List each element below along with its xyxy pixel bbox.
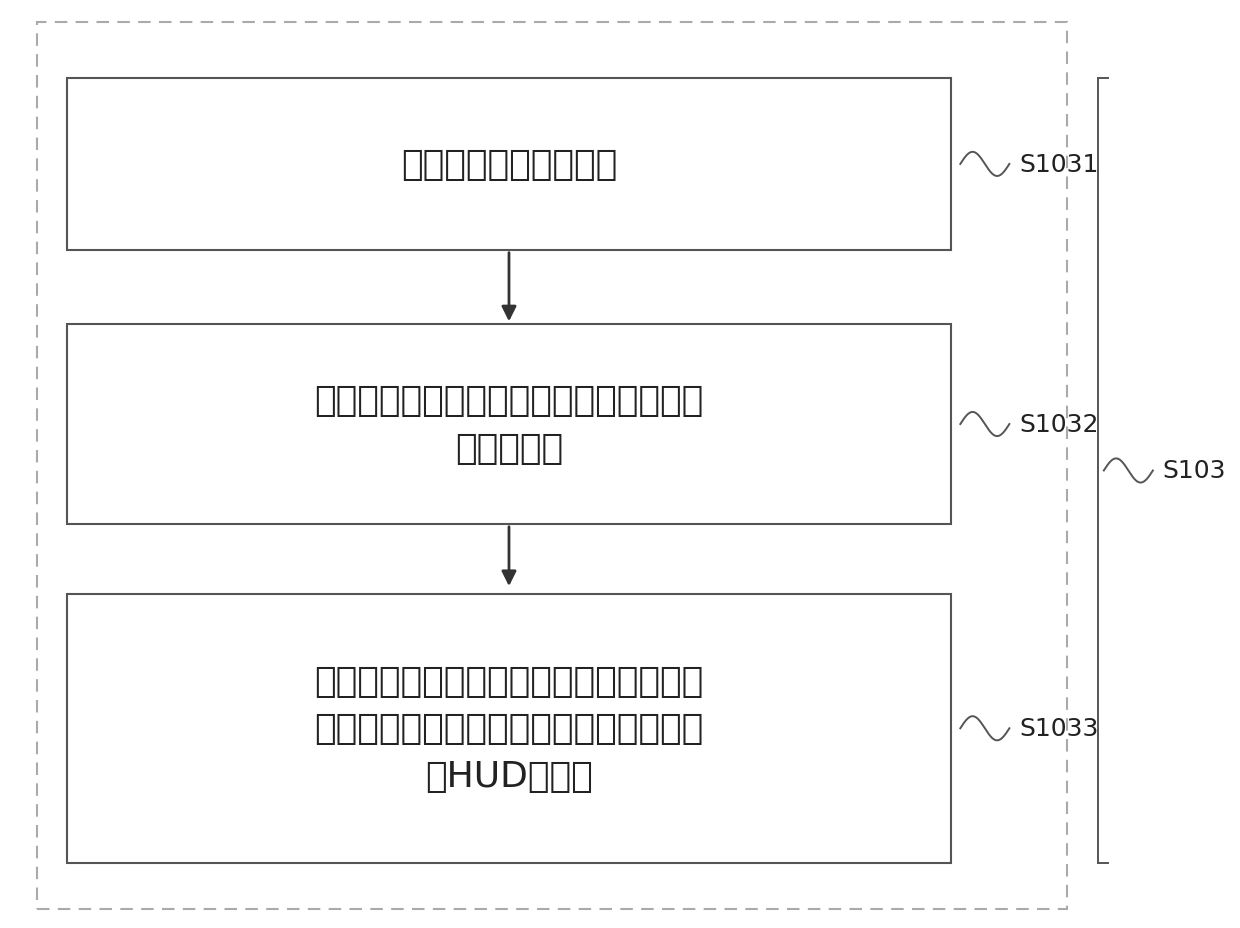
- Text: S103: S103: [1163, 459, 1226, 483]
- Text: 根据驾驶员的视线信息调整三维立体影像
的投射位置: 根据驾驶员的视线信息调整三维立体影像 的投射位置: [315, 384, 703, 465]
- Text: S1032: S1032: [1019, 413, 1099, 436]
- Text: 基于基础地图信息与所述三维立体影像进
行计算，并将合成后的三维影像投射在所
述HUD设备上: 基于基础地图信息与所述三维立体影像进 行计算，并将合成后的三维影像投射在所 述H…: [315, 664, 703, 793]
- Bar: [67, 325, 951, 524]
- Text: S1031: S1031: [1019, 153, 1099, 176]
- Text: S1033: S1033: [1019, 716, 1099, 741]
- Bar: [67, 594, 951, 863]
- Bar: [67, 79, 951, 251]
- Bar: [37, 23, 1068, 909]
- Text: 检测驾驶员的视线信息: 检测驾驶员的视线信息: [401, 148, 618, 182]
